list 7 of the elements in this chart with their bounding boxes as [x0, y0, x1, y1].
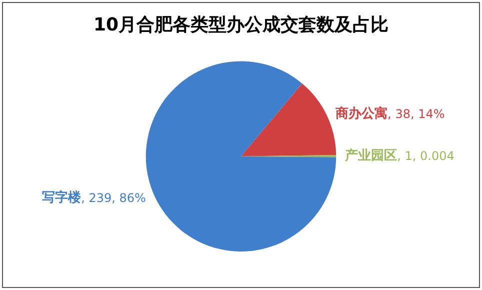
data-label: , 38, 14%	[388, 106, 445, 121]
data-label: , 239, 86%	[81, 190, 146, 205]
slice-label: 商办公寓	[334, 105, 388, 122]
chart-title: 10月合肥各类型办公成交套数及占比	[93, 14, 389, 36]
data-label: , 1, 0.004	[397, 149, 454, 164]
slice-label: 产业园区	[344, 148, 398, 164]
slice-label: 写字楼	[42, 189, 82, 206]
